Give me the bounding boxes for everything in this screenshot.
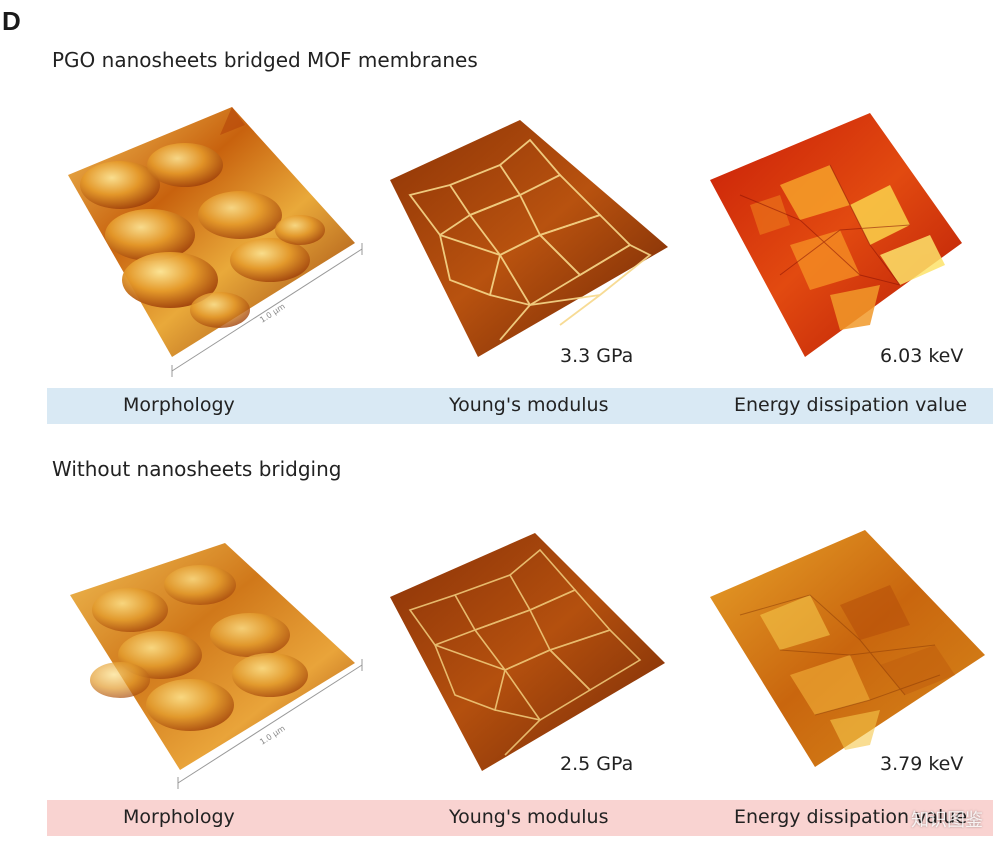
caption-youngs-unbridged: Young's modulus [449,806,609,828]
energy-dissipation-surface-unbridged [710,530,985,767]
energy-dissipation-surface-bridged [710,113,962,357]
caption-bar-unbridged: Morphology Young's modulus Energy dissip… [47,800,993,836]
afm-row-bridged: 1.0 µm [68,107,962,377]
scale-label-unbridged: 1.0 µm [258,724,287,747]
caption-bar-bridged: Morphology Young's modulus Energy dissip… [47,388,993,424]
energy-value-bridged: 6.03 keV [880,345,964,367]
morphology-surface-unbridged [70,543,355,770]
morphology-surface-bridged [68,107,355,357]
youngs-modulus-surface-unbridged [390,533,665,771]
scale-label-bridged: 1.0 µm [258,302,287,325]
caption-morphology-bridged: Morphology [123,394,235,416]
caption-youngs-bridged: Young's modulus [449,394,609,416]
afm-row-unbridged: 1.0 µm [70,530,985,789]
energy-value-unbridged: 3.79 keV [880,753,964,775]
watermark: 知识图鉴 [911,810,983,831]
youngs-value-bridged: 3.3 GPa [560,345,634,367]
section-title-unbridged: Without nanosheets bridging [52,457,342,481]
caption-morphology-unbridged: Morphology [123,806,235,828]
youngs-value-unbridged: 2.5 GPa [560,753,634,775]
caption-energy-unbridged: Energy dissipation value [734,806,968,828]
section-title-bridged: PGO nanosheets bridged MOF membranes [52,48,478,72]
caption-energy-bridged: Energy dissipation value [734,394,968,416]
youngs-modulus-surface-bridged [390,120,668,357]
panel-letter: D [2,6,21,36]
